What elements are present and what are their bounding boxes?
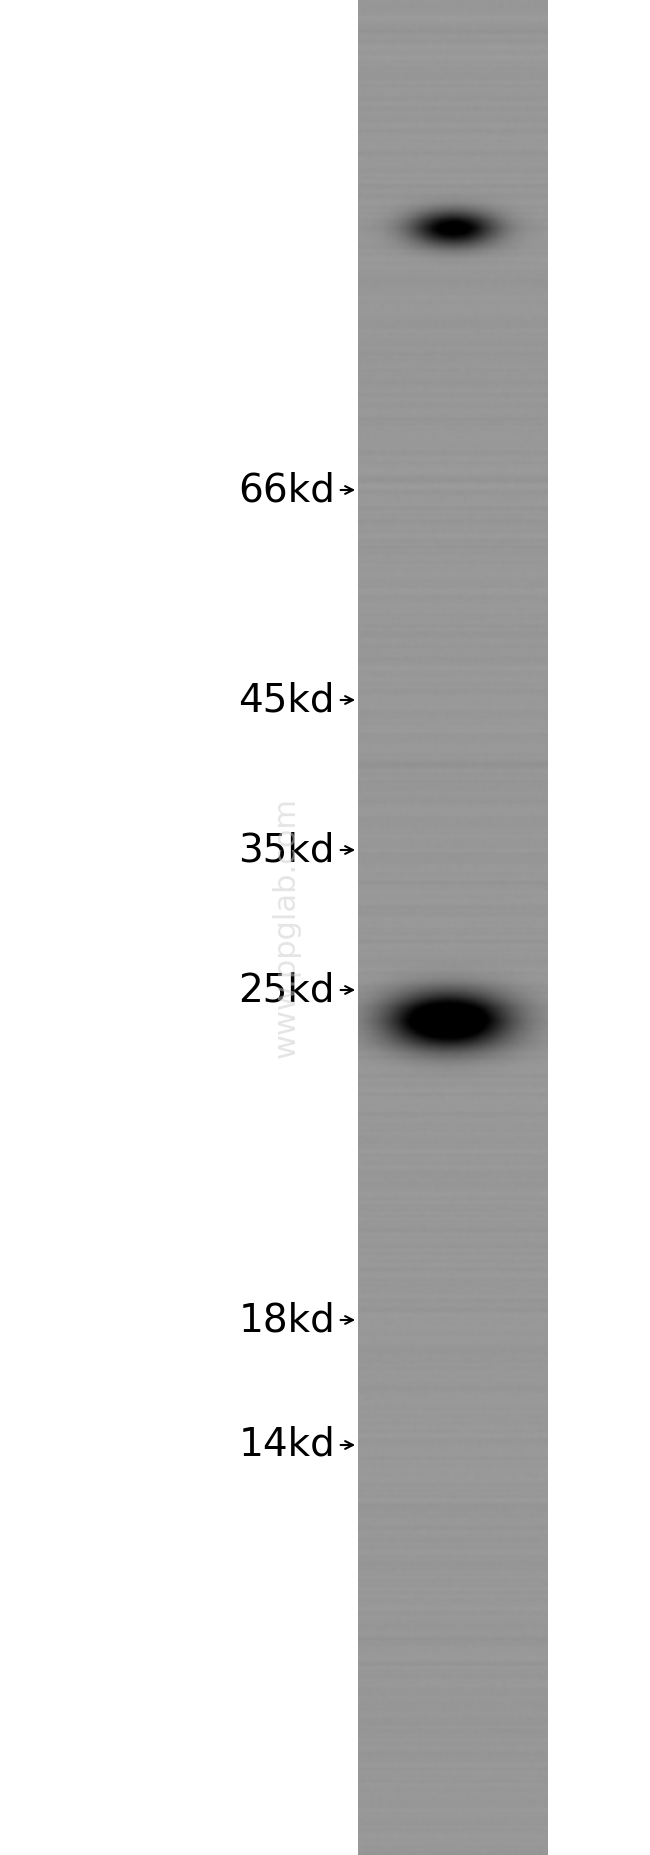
- Text: 14kd: 14kd: [239, 1426, 353, 1464]
- Text: 35kd: 35kd: [239, 831, 353, 868]
- Text: 18kd: 18kd: [239, 1300, 353, 1339]
- Text: www.ppglab.com: www.ppglab.com: [272, 798, 300, 1057]
- Text: 25kd: 25kd: [239, 970, 353, 1009]
- Text: 45kd: 45kd: [239, 681, 353, 720]
- Text: 66kd: 66kd: [238, 471, 353, 508]
